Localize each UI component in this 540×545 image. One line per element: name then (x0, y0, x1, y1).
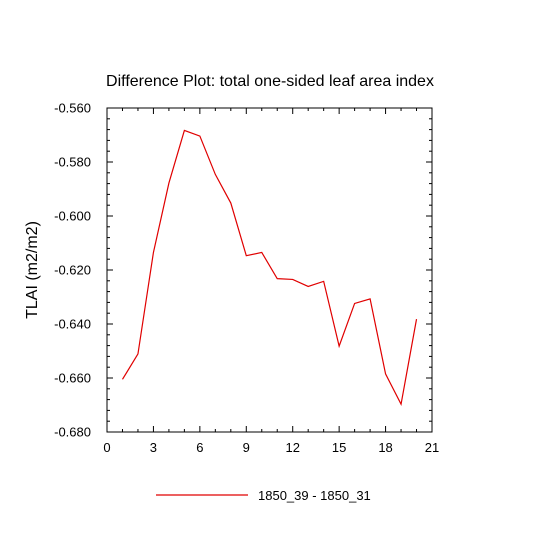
y-tick-label: -0.600 (54, 209, 91, 224)
x-tick-label: 9 (243, 440, 250, 455)
y-axis-label: TLAI (m2/m2) (24, 221, 41, 319)
legend-label: 1850_39 - 1850_31 (258, 488, 371, 503)
series-line (122, 130, 416, 404)
x-tick-label: 3 (150, 440, 157, 455)
y-tick-label: -0.640 (54, 317, 91, 332)
legend: 1850_39 - 1850_31 (156, 488, 371, 503)
axes: 0 3 6 9 12 15 18 21 -0.560 -0.580 -0.600 -0.620 -0.6… (54, 101, 439, 456)
x-tick-label: 12 (285, 440, 299, 455)
y-tick-label: -0.680 (54, 425, 91, 440)
x-tick-label: 18 (378, 440, 392, 455)
chart-title: Difference Plot: total one-sided leaf ar… (106, 73, 434, 90)
x-tick-label: 6 (196, 440, 203, 455)
x-tick-label: 15 (332, 440, 346, 455)
y-tick-label: -0.560 (54, 101, 91, 116)
series-layer (122, 130, 416, 404)
x-tick-label: 21 (425, 440, 439, 455)
plot-frame (107, 108, 432, 432)
y-tick-label: -0.580 (54, 155, 91, 170)
y-tick-label: -0.620 (54, 263, 91, 278)
x-tick-label: 0 (103, 440, 110, 455)
y-tick-label: -0.660 (54, 371, 91, 386)
